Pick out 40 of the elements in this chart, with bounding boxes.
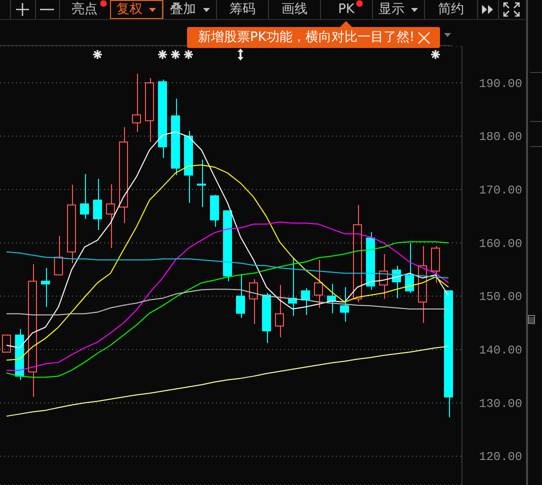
candlestick bbox=[41, 267, 50, 308]
y-tick-label: 150.00 bbox=[479, 290, 522, 304]
candlestick bbox=[93, 178, 102, 231]
line-series bbox=[6, 164, 449, 361]
toolbar-button: 复权 bbox=[110, 0, 163, 19]
candlestick bbox=[327, 283, 336, 314]
candlestick bbox=[301, 288, 310, 316]
y-tick-label: 130.00 bbox=[479, 396, 522, 411]
toolbar-button: PK bbox=[320, 0, 372, 19]
candlestick bbox=[80, 174, 89, 220]
toolbar-button: 叠加 bbox=[163, 0, 216, 19]
candlestick bbox=[28, 264, 37, 398]
toolbar-button: 筹码 bbox=[216, 0, 268, 19]
toolbar-button: 显示 bbox=[372, 0, 424, 19]
line-series bbox=[6, 131, 449, 348]
candlestick bbox=[132, 73, 141, 132]
candlestick bbox=[119, 126, 128, 224]
candlestick bbox=[67, 184, 76, 264]
y-tick-label: 140.00 bbox=[479, 344, 522, 358]
candlestick bbox=[314, 259, 323, 308]
candlestick bbox=[145, 78, 154, 143]
candlestick bbox=[249, 278, 258, 324]
line-series bbox=[6, 241, 449, 378]
toolbar-button: 画线 bbox=[268, 0, 320, 19]
toolbar-button: 亮点 bbox=[58, 0, 110, 19]
y-tick-label: 180.00 bbox=[479, 130, 522, 144]
candlestick bbox=[236, 274, 245, 319]
line-series bbox=[6, 346, 449, 417]
candlestick bbox=[197, 159, 206, 208]
candlestick bbox=[379, 254, 388, 300]
y-tick-label: 170.00 bbox=[479, 183, 522, 198]
y-tick-label: 160.00 bbox=[479, 236, 522, 251]
y-tick-label: 190.00 bbox=[479, 76, 522, 91]
toolbar-button: 简约 bbox=[424, 0, 477, 19]
candlestick bbox=[340, 286, 349, 322]
line-series bbox=[6, 222, 449, 371]
y-tick-label: 120.00 bbox=[479, 450, 522, 464]
candlestick bbox=[418, 246, 427, 324]
candlestick bbox=[106, 184, 115, 249]
candlestick bbox=[275, 284, 284, 338]
